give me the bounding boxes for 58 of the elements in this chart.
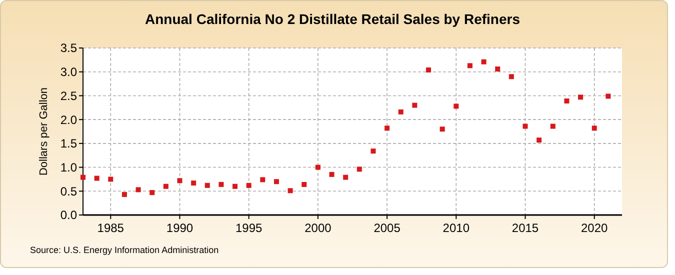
point xyxy=(564,98,570,104)
x-tick-label: 2010 xyxy=(442,221,470,235)
point xyxy=(315,164,320,170)
point xyxy=(150,190,155,196)
point xyxy=(204,182,210,188)
x-tick-label: 2005 xyxy=(374,221,401,235)
point xyxy=(288,188,293,194)
y-tick-label: 1.5 xyxy=(60,136,78,151)
point xyxy=(218,182,224,187)
x-tick-label: 1995 xyxy=(235,221,263,235)
point xyxy=(80,174,86,180)
point xyxy=(606,94,611,99)
x-tick-label: 1990 xyxy=(166,221,194,235)
x-tick-label: 2000 xyxy=(304,221,332,235)
y-tick-label: 0.0 xyxy=(60,208,78,222)
point xyxy=(177,178,182,184)
y-tick-label: 3.5 xyxy=(60,41,78,56)
point xyxy=(94,176,100,181)
point xyxy=(384,126,390,131)
y-tick-label: 1.0 xyxy=(60,160,78,174)
point xyxy=(440,126,445,132)
point xyxy=(578,94,584,100)
x-tick-label: 2015 xyxy=(512,221,539,235)
chart-title: Annual California No 2 Distillate Retail Sales by Refiners xyxy=(145,11,520,27)
point xyxy=(122,192,127,197)
point xyxy=(191,180,196,186)
point xyxy=(302,182,307,187)
y-tick-label: 2.0 xyxy=(60,112,78,127)
point xyxy=(398,109,404,114)
x-tick-label: 2020 xyxy=(581,221,608,235)
point xyxy=(536,138,542,143)
source-note: Source: U.S. Energy Information Administration xyxy=(30,245,219,255)
point xyxy=(481,59,486,64)
point xyxy=(329,172,334,177)
point xyxy=(454,104,459,109)
y-axis-title: Dollars per Gallon xyxy=(38,87,50,176)
point xyxy=(232,184,238,189)
point xyxy=(467,63,472,68)
point xyxy=(495,66,500,72)
point xyxy=(370,148,376,154)
y-tick-label: 2.5 xyxy=(60,88,78,103)
point xyxy=(426,67,432,72)
point xyxy=(412,102,418,108)
point xyxy=(356,166,362,172)
point xyxy=(522,124,528,129)
x-tick-label: 1985 xyxy=(97,221,124,235)
point xyxy=(592,126,597,131)
point xyxy=(508,74,514,80)
point xyxy=(260,177,266,182)
point xyxy=(343,174,348,180)
point xyxy=(550,124,556,129)
y-tick-label: 0.5 xyxy=(60,184,78,198)
point xyxy=(246,182,252,188)
point xyxy=(108,176,114,182)
point xyxy=(274,179,279,184)
point xyxy=(163,184,168,189)
point xyxy=(136,187,141,192)
y-tick-label: 3.0 xyxy=(60,65,78,80)
